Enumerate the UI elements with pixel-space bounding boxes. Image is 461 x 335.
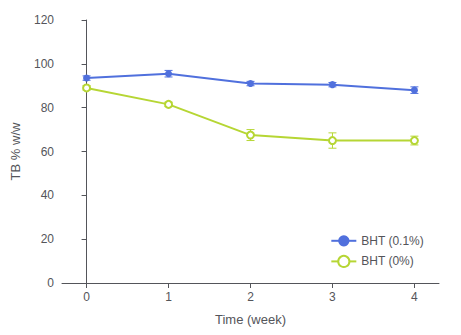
svg-text:0: 0 <box>47 276 54 290</box>
svg-text:BHT (0%): BHT (0%) <box>361 254 413 268</box>
svg-text:2: 2 <box>247 290 254 304</box>
svg-text:60: 60 <box>41 145 55 159</box>
svg-text:4: 4 <box>411 290 418 304</box>
svg-text:20: 20 <box>41 232 55 246</box>
svg-text:1: 1 <box>165 290 172 304</box>
svg-text:100: 100 <box>34 57 54 71</box>
svg-text:Time (week): Time (week) <box>215 312 286 327</box>
svg-text:40: 40 <box>41 188 55 202</box>
svg-text:80: 80 <box>41 101 55 115</box>
svg-text:BHT (0.1%): BHT (0.1%) <box>361 234 423 248</box>
svg-text:120: 120 <box>34 13 54 27</box>
svg-text:3: 3 <box>329 290 336 304</box>
svg-text:TB % w/w: TB % w/w <box>8 122 23 180</box>
svg-text:0: 0 <box>83 290 90 304</box>
